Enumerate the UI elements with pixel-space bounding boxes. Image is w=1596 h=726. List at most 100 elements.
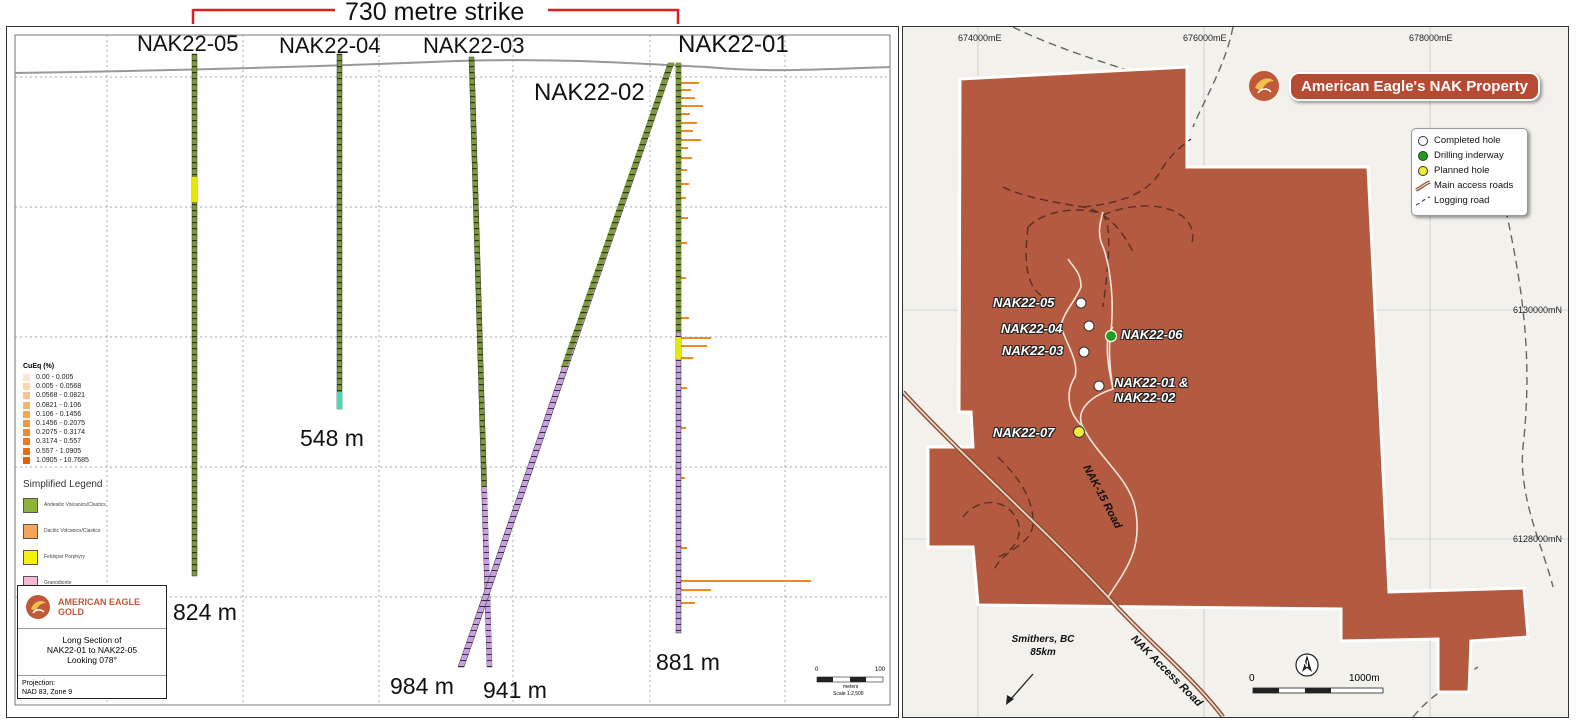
easting-label-674000: 674000mE	[958, 33, 1002, 43]
lithology-label: Feldspar Porphyry	[44, 554, 85, 560]
depth-label-nak22-02: 941 m	[483, 677, 547, 703]
hole-marker-nak22-06	[1104, 329, 1118, 343]
section-scale-start: 0	[815, 667, 819, 673]
cueq-swatch	[23, 383, 30, 391]
section-scale-unit: meters	[843, 684, 859, 690]
lithology-label: Andesitic Volcanics/Clastics	[44, 502, 106, 508]
legend-drilling-underway: Drilling inderway	[1412, 148, 1527, 163]
cueq-range-label: 0.00 - 0.005	[36, 374, 74, 382]
dashed-line-icon	[1415, 195, 1431, 206]
section-scale-end: 100	[875, 667, 886, 673]
legend-logging-road: Logging road	[1412, 193, 1527, 208]
hole-marker-nak22-03	[1078, 346, 1090, 358]
cueq-legend-row: 0.3174 - 0.557	[23, 437, 133, 446]
cueq-legend-row: 0.0568 - 0.0821	[23, 391, 133, 400]
section-scale-bar	[816, 676, 884, 683]
inside-logging-roads	[962, 138, 1194, 573]
long-section-drawing	[14, 34, 891, 706]
northing-label-6128000: 6128000mN	[1513, 534, 1563, 544]
section-title-block: AMERICAN EAGLE GOLD Long Section of NAK2…	[17, 585, 167, 699]
hole-label-nak22-01: NAK22-01	[678, 31, 789, 58]
lithology-swatch	[23, 497, 38, 513]
map-title-block: American Eagle's NAK Property	[1247, 69, 1540, 103]
hole-marker-nak22-01-02	[1093, 380, 1105, 392]
hole-label-nak22-04: NAK22-04	[279, 33, 381, 58]
cueq-legend-row: 0.557 - 1.0905	[23, 447, 133, 456]
cueq-legend-row: 0.00 - 0.005	[23, 373, 133, 382]
caption-line2: NAK22-01 to NAK22-05	[46, 645, 138, 655]
cueq-swatch	[23, 429, 30, 437]
cueq-legend-title: CuEq (%)	[23, 363, 55, 370]
section-scale-ratio: Scale 1:2,500	[833, 691, 864, 697]
long-section-panel: NAK22-05 NAK22-04 NAK22-03 NAK22-02 NAK2…	[6, 26, 899, 718]
cueq-histogram	[681, 82, 811, 604]
map-title: American Eagle's NAK Property	[1289, 71, 1540, 101]
projection-line1: Projection:	[22, 680, 56, 687]
map-label-nak22-03: NAK22-03	[1002, 343, 1064, 358]
lithology-legend-row: Dacitic Volcanics/Clastics	[23, 518, 143, 544]
cueq-range-label: 0.106 - 0.1456	[36, 410, 82, 418]
plan-map-drawing	[903, 27, 1568, 717]
depth-label-nak22-04: 548 m	[300, 425, 364, 451]
cueq-swatch	[23, 438, 30, 446]
lithology-legend-title: Simplified Legend	[23, 479, 103, 490]
cueq-legend-row: 0.0821 - 0.106	[23, 401, 133, 410]
cueq-swatch	[23, 410, 30, 418]
logo-text-line1: AMERICAN EAGLE	[58, 597, 141, 607]
cueq-range-label: 0.1456 - 0.2075	[36, 420, 86, 428]
lithology-swatch	[23, 523, 38, 539]
northing-label-6130000: 6130000mN	[1513, 305, 1563, 315]
easting-label-678000: 678000mE	[1409, 33, 1453, 43]
cueq-legend-row: 0.2075 - 0.3174	[23, 428, 133, 437]
lithology-legend-row: Feldspar Porphyry	[23, 544, 143, 570]
cueq-legend-row: 0.005 - 0.0568	[23, 382, 133, 391]
map-label-nak22-01-02-line2: NAK22-02	[1114, 390, 1176, 405]
hole-label-nak22-02: NAK22-02	[534, 79, 645, 106]
projection-line2: NAD 83, Zone 9	[22, 689, 73, 696]
cueq-swatch	[23, 447, 30, 455]
cueq-range-label: 1.0905 - 10.7685	[36, 456, 89, 464]
green-dot-icon	[1418, 150, 1428, 161]
cueq-range-label: 0.0568 - 0.0821	[36, 392, 86, 400]
plan-map-panel: 674000mE 676000mE 678000mE 6130000mN 612…	[902, 26, 1569, 718]
north-arrow-icon	[1295, 653, 1319, 677]
caption-line3: Looking 078°	[67, 655, 117, 665]
depth-label-nak22-01: 881 m	[656, 649, 720, 675]
cueq-swatch	[23, 401, 30, 409]
legend-planned-hole: Planned hole	[1412, 163, 1527, 178]
strike-label: 730 metre strike	[345, 0, 525, 26]
cueq-range-label: 0.005 - 0.0568	[36, 383, 82, 391]
cueq-range-label: 0.557 - 1.0905	[36, 447, 82, 455]
hole-marker-nak22-07	[1073, 426, 1085, 438]
cueq-swatch	[23, 392, 30, 400]
cueq-range-label: 0.0821 - 0.106	[36, 401, 82, 409]
american-eagle-logo-icon	[26, 595, 50, 619]
legend-completed-hole: Completed hole	[1412, 133, 1527, 148]
nak15-road	[1079, 326, 1138, 598]
smithers-label: Smithers, BC 85km	[1011, 634, 1075, 658]
map-legend: Completed hole Drilling inderway Planned…	[1411, 128, 1528, 216]
yellow-dot-icon	[1418, 165, 1428, 176]
hole-label-nak22-05: NAK22-05	[137, 31, 239, 56]
cueq-legend-row: 0.106 - 0.1456	[23, 410, 133, 419]
cueq-swatch	[23, 456, 30, 464]
hole-marker-nak22-04	[1083, 320, 1095, 332]
lithology-label: Granodiorite	[44, 580, 72, 586]
cueq-range-label: 0.2075 - 0.3174	[36, 429, 86, 437]
cueq-legend: CuEq (%) 0.00 - 0.005 0.005 - 0.0568 0.056…	[23, 363, 133, 465]
white-dot-icon	[1418, 135, 1428, 146]
depth-label-nak22-03: 984 m	[390, 673, 454, 699]
hole-label-nak22-03: NAK22-03	[423, 33, 525, 58]
lithology-legend-row: Andesitic Volcanics/Clastics	[23, 492, 143, 518]
smithers-arrow	[1006, 673, 1034, 705]
logo-text-line2: GOLD	[58, 607, 84, 617]
legend-main-access-roads: Main access roads	[1412, 178, 1527, 193]
lithology-label: Dacitic Volcanics/Clastics	[44, 528, 101, 534]
map-label-nak22-07: NAK22-07	[993, 425, 1055, 440]
map-scale-bar	[1252, 687, 1384, 694]
topography-line	[14, 59, 891, 74]
cueq-legend-row: 0.1456 - 0.2075	[23, 419, 133, 428]
strike-bracket	[191, 8, 680, 24]
cueq-legend-row: 1.0905 - 10.7685	[23, 456, 133, 465]
double-line-icon	[1415, 179, 1431, 192]
